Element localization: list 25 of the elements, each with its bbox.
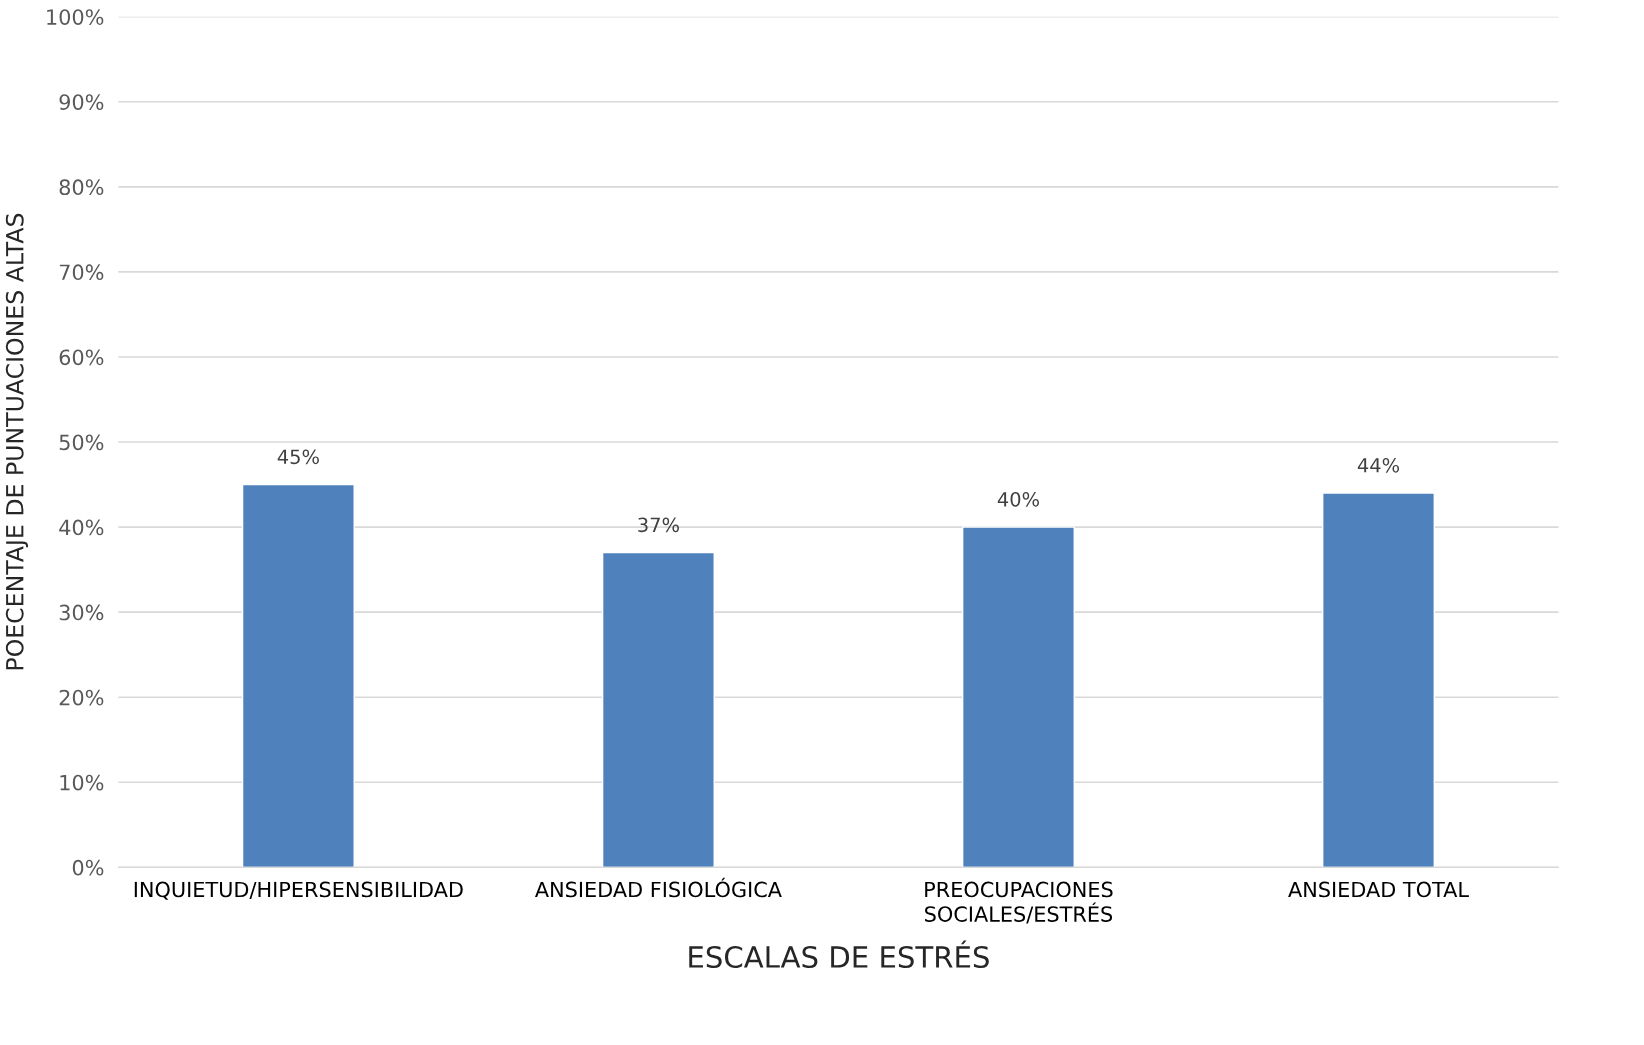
bar xyxy=(241,483,355,868)
y-tick-label: 20% xyxy=(59,689,104,706)
y-tick-label: 100% xyxy=(47,9,104,25)
y-tick-label: 80% xyxy=(59,179,104,196)
data-label: 40% xyxy=(997,491,1039,507)
bar xyxy=(961,526,1075,868)
data-label: 45% xyxy=(277,449,319,465)
bar xyxy=(601,551,715,868)
x-tick-label: INQUIETUD/HIPERSENSIBILIDAD xyxy=(134,881,463,900)
x-tick-label: ANSIEDAD TOTAL xyxy=(1288,881,1469,898)
data-label: 37% xyxy=(638,517,679,533)
y-tick-label: 10% xyxy=(60,774,104,791)
y-axis-title: POECENTAJE DE PUNTUACIONES ALTAS xyxy=(5,213,29,670)
y-tick-label: 90% xyxy=(59,94,104,110)
y-tick-label: 40% xyxy=(59,519,104,536)
y-tick-label: 70% xyxy=(59,264,104,281)
data-label: 44% xyxy=(1357,457,1400,473)
x-axis-title: ESCALAS DE ESTRÉS xyxy=(689,940,989,969)
bar xyxy=(1321,492,1435,868)
x-tick-label: ANSIEDAD FISIOLÓGICA xyxy=(534,877,782,898)
y-tick-label: 0% xyxy=(72,859,104,876)
y-tick-label: 60% xyxy=(59,349,104,366)
y-tick-label: 50% xyxy=(59,434,104,451)
y-tick-label: 30% xyxy=(59,604,104,621)
x-tick-label: PREOCUPACIONES SOCIALES/ESTRÉS xyxy=(925,881,1113,924)
